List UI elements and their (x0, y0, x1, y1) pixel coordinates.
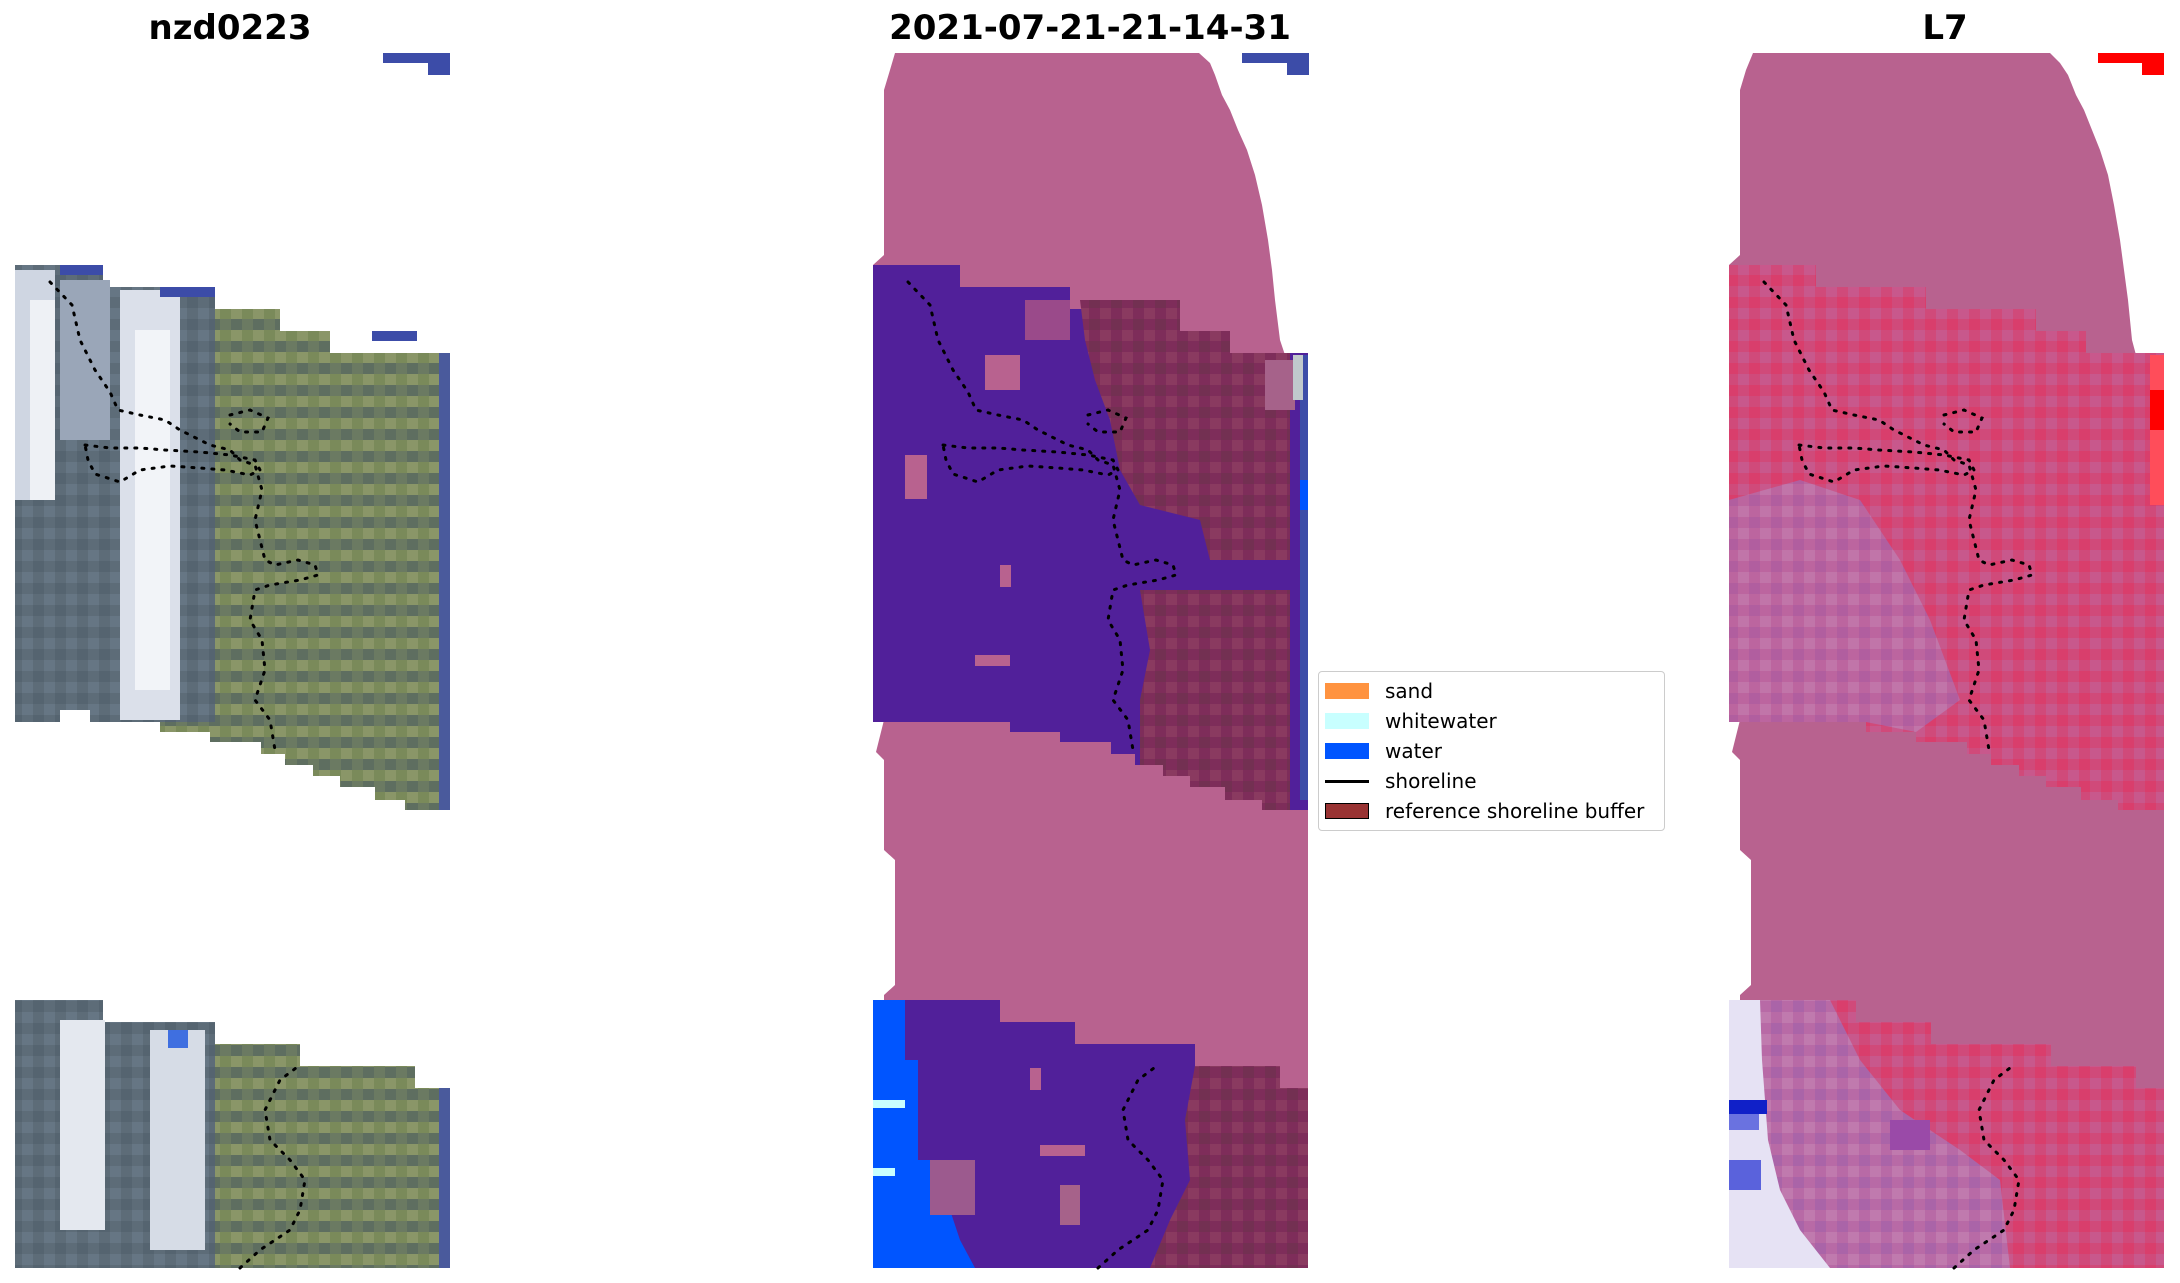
mndwi-corner-block (2142, 53, 2164, 75)
class-pixel (1265, 360, 1295, 410)
panel-title-date: 2021-07-21-21-14-31 (889, 8, 1291, 48)
whitewater-band (60, 1020, 105, 1230)
shoreline-dotted (1797, 443, 1977, 484)
whitewater-band (30, 300, 55, 500)
rgb-image (15, 53, 450, 1270)
class-pixel (1060, 1185, 1080, 1225)
nodata-edge (160, 287, 215, 297)
nodata-corner-block (428, 53, 450, 75)
legend-item-shoreline: shoreline (1325, 766, 1477, 796)
nodata-corner-block (1287, 53, 1309, 75)
reference-buffer (1140, 590, 1290, 810)
shoreline-line-icon (1325, 779, 1369, 783)
legend-label: water (1385, 739, 1442, 763)
panel-title-rgb: nzd0223 (148, 8, 312, 48)
mndwi-cool-zone (1729, 480, 1960, 732)
mndwi-red-edge (2150, 390, 2164, 430)
class-water-blue (873, 1000, 975, 1268)
legend-item-water: water (1325, 736, 1442, 766)
legend-item-whitewater: whitewater (1325, 706, 1497, 736)
class-pixel (1293, 355, 1303, 400)
class-pixel (1040, 1145, 1085, 1156)
shoreline-dotted (941, 443, 1121, 484)
nodata-edge (439, 1088, 450, 1268)
buffer-swatch-icon (1325, 803, 1369, 819)
shoreline-dotted (1942, 408, 1984, 434)
class-pixel (1300, 480, 1308, 510)
mndwi-pixel (1890, 1120, 1930, 1150)
class-whitewater (873, 1100, 905, 1108)
reference-buffer (1080, 300, 1290, 560)
mndwi-water-blue (1729, 1100, 1767, 1114)
legend-label: reference shoreline buffer (1385, 799, 1645, 823)
water-swatch-icon (1325, 743, 1369, 759)
whitewater-band (150, 1030, 205, 1250)
class-pixel (1025, 300, 1070, 340)
mndwi-water-blue (1729, 1160, 1761, 1190)
legend-item-buffer: reference shoreline buffer (1325, 796, 1644, 826)
shoreline-dotted (1086, 408, 1128, 434)
shoreline-dotted (83, 443, 263, 484)
mndwi-corner (2098, 53, 2164, 63)
class-pixel (905, 455, 927, 499)
shoreline-dotted (48, 280, 320, 752)
mndwi-image (1729, 53, 2164, 1270)
water-pixel (168, 1030, 188, 1048)
mndwi-lower-cool (1729, 1000, 2010, 1268)
class-pixel (985, 355, 1020, 390)
reference-buffer (1150, 1066, 1308, 1268)
shoreline-dotted (1762, 280, 2034, 752)
nodata-edge (60, 265, 103, 275)
class-pixel (1030, 1068, 1041, 1090)
whitewater-band (135, 330, 170, 690)
nodata-edge (439, 353, 450, 810)
class-whitewater (873, 1168, 895, 1176)
class-pixel (975, 655, 1010, 666)
legend: sand whitewater water shoreline referenc… (1318, 671, 1665, 831)
panel-title-satellite: L7 (1922, 8, 1968, 48)
nodata-corner (383, 53, 449, 63)
sand-swatch-icon (1325, 683, 1369, 699)
whitewater-swatch-icon (1325, 713, 1369, 729)
nodata-edge (372, 331, 417, 341)
legend-item-sand: sand (1325, 676, 1433, 706)
class-pixel (1000, 565, 1011, 587)
shoreline-dotted (228, 408, 270, 434)
shoreline-dotted (906, 280, 1178, 752)
nodata-corner (1242, 53, 1308, 63)
legend-label: sand (1385, 679, 1434, 703)
mndwi-water-white (1729, 1000, 1830, 1268)
legend-label: shoreline (1385, 769, 1477, 793)
class-pixel (930, 1160, 975, 1215)
whitewater-band (60, 280, 110, 440)
classification-image (873, 53, 1309, 1270)
mndwi-water-blue (1729, 1114, 1759, 1130)
legend-label: whitewater (1385, 709, 1497, 733)
nodata-edge (1300, 355, 1308, 800)
